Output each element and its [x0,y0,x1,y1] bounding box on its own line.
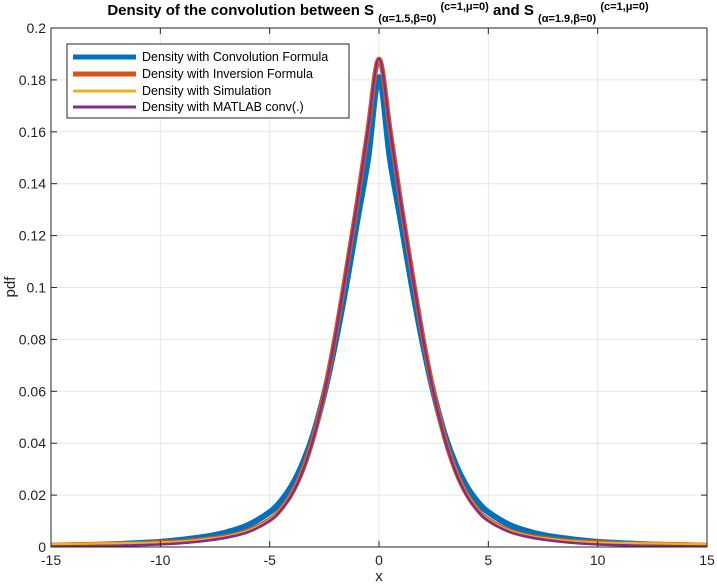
y-tick-label: 0.16 [19,124,46,140]
y-tick-label: 0.2 [27,20,47,36]
x-tick-label: 0 [375,552,383,568]
legend-label-inversion: Density with Inversion Formula [142,67,313,81]
y-tick-label: 0.1 [27,280,47,296]
y-tick-label: 0.08 [19,331,46,347]
title-middle: and S [493,2,534,19]
chart-title: Density of the convolution between S (α=… [107,0,649,26]
series-line-3 [51,59,707,546]
series-line-4 [51,57,707,547]
legend-label-simulation: Density with Simulation [142,84,271,98]
title-subscript-1: (α=1.5,β=0) [378,13,436,25]
x-tick-label: 10 [590,552,606,568]
series-lines [51,56,707,547]
x-tick-label: 15 [699,552,715,568]
y-tick-label: 0.06 [19,383,46,399]
y-ticks: 0 0.02 0.04 0.06 0.08 0.1 0.12 0.14 0.16 0.18 0.2 [19,20,707,555]
title-subscript-2: (α=1.9,β=0) [538,13,596,25]
y-tick-label: 0.18 [19,72,46,88]
y-tick-label: 0.14 [19,176,46,192]
y-axis-label: pdf [2,276,19,298]
x-ticks: -15 -10 -5 0 5 10 15 [41,28,715,568]
legend: Density with Convolution Formula Density… [66,43,350,119]
y-tick-label: 0.04 [19,435,46,451]
y-tick-label: 0.02 [19,487,46,503]
x-tick-label: -5 [263,552,276,568]
x-axis-label: x [375,568,383,584]
title-prefix: Density of the convolution between S [107,2,374,19]
x-tick-label: -15 [41,552,61,568]
y-tick-label: 0.12 [19,228,46,244]
x-tick-label: -10 [150,552,170,568]
legend-label-convolution: Density with Convolution Formula [142,50,328,64]
x-tick-label: 5 [484,552,492,568]
title-superscript-2: (c=1,μ=0) [600,1,649,13]
y-tick-label: 0 [38,539,46,555]
legend-label-matlab-conv: Density with MATLAB conv(.) [142,100,304,114]
title-superscript-1: (c=1,μ=0) [441,1,490,13]
